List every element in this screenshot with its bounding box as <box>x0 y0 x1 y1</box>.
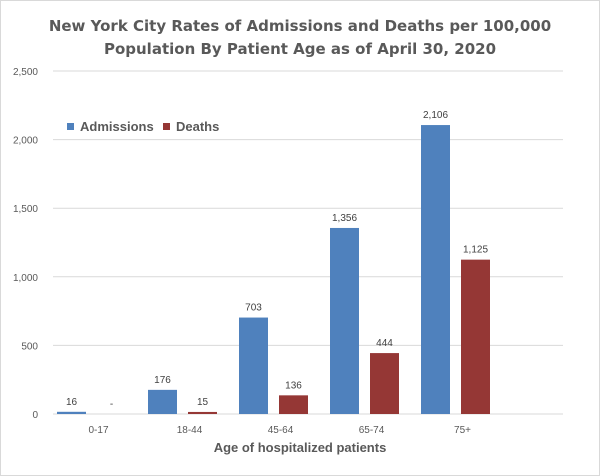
bar-deaths-65-74 <box>370 353 399 414</box>
chart-title-line-2: Population By Patient Age as of April 30… <box>103 40 497 58</box>
legend-label-admissions: Admissions <box>80 119 154 134</box>
bar-admissions-75+ <box>421 125 450 415</box>
data-label-deaths-75+: 1,125 <box>463 245 488 256</box>
x-tick-label-65-74: 65-74 <box>359 425 385 436</box>
x-axis-label: Age of hospitalized patients <box>214 440 387 455</box>
y-axis-ticks: 0 500 1,000 1,500 2,000 2,500 <box>13 67 38 421</box>
legend-swatch-deaths <box>163 123 170 130</box>
x-axis-ticks: 0-17 18-44 45-64 65-74 75+ <box>88 425 471 436</box>
data-label-admissions-18-44: 176 <box>154 375 171 386</box>
data-label-deaths-0-17: - <box>110 399 113 410</box>
bar-admissions-65-74 <box>330 227 359 414</box>
bar-admissions-0-17 <box>57 411 86 414</box>
data-label-deaths-45-64: 136 <box>285 380 302 391</box>
legend-label-deaths: Deaths <box>176 119 219 134</box>
bar-admissions-18-44 <box>148 389 177 414</box>
y-tick-label-500: 500 <box>21 341 38 352</box>
y-tick-label-2000: 2,000 <box>13 136 38 147</box>
bar-deaths-75+ <box>461 259 490 414</box>
data-label-admissions-45-64: 703 <box>245 303 262 314</box>
data-label-deaths-65-74: 444 <box>376 338 393 349</box>
x-tick-label-75+: 75+ <box>454 425 471 436</box>
bar-deaths-45-64 <box>279 395 308 414</box>
data-labels: 16 - 176 15 703 136 1,356 444 2,106 1,125 <box>66 110 489 410</box>
y-tick-label-1500: 1,500 <box>13 204 38 215</box>
y-tick-label-0: 0 <box>32 410 38 421</box>
legend-swatch-admissions <box>67 123 74 130</box>
chart-title-line-1: New York City Rates of Admissions and De… <box>48 17 552 35</box>
y-tick-label-1000: 1,000 <box>13 273 38 284</box>
bar-admissions-45-64 <box>239 317 268 414</box>
data-label-deaths-18-44: 15 <box>197 397 209 408</box>
legend: Admissions Deaths <box>67 119 219 134</box>
data-label-admissions-0-17: 16 <box>66 397 78 408</box>
x-tick-label-0-17: 0-17 <box>88 425 108 436</box>
y-tick-label-2500: 2,500 <box>13 67 38 78</box>
data-label-admissions-65-74: 1,356 <box>332 213 357 224</box>
bar-deaths-18-44 <box>188 411 217 414</box>
chart-title: New York City Rates of Admissions and De… <box>1 15 599 61</box>
data-label-admissions-75+: 2,106 <box>423 110 448 121</box>
x-tick-label-18-44: 18-44 <box>177 425 203 436</box>
x-tick-label-45-64: 45-64 <box>268 425 294 436</box>
bars <box>57 125 490 415</box>
